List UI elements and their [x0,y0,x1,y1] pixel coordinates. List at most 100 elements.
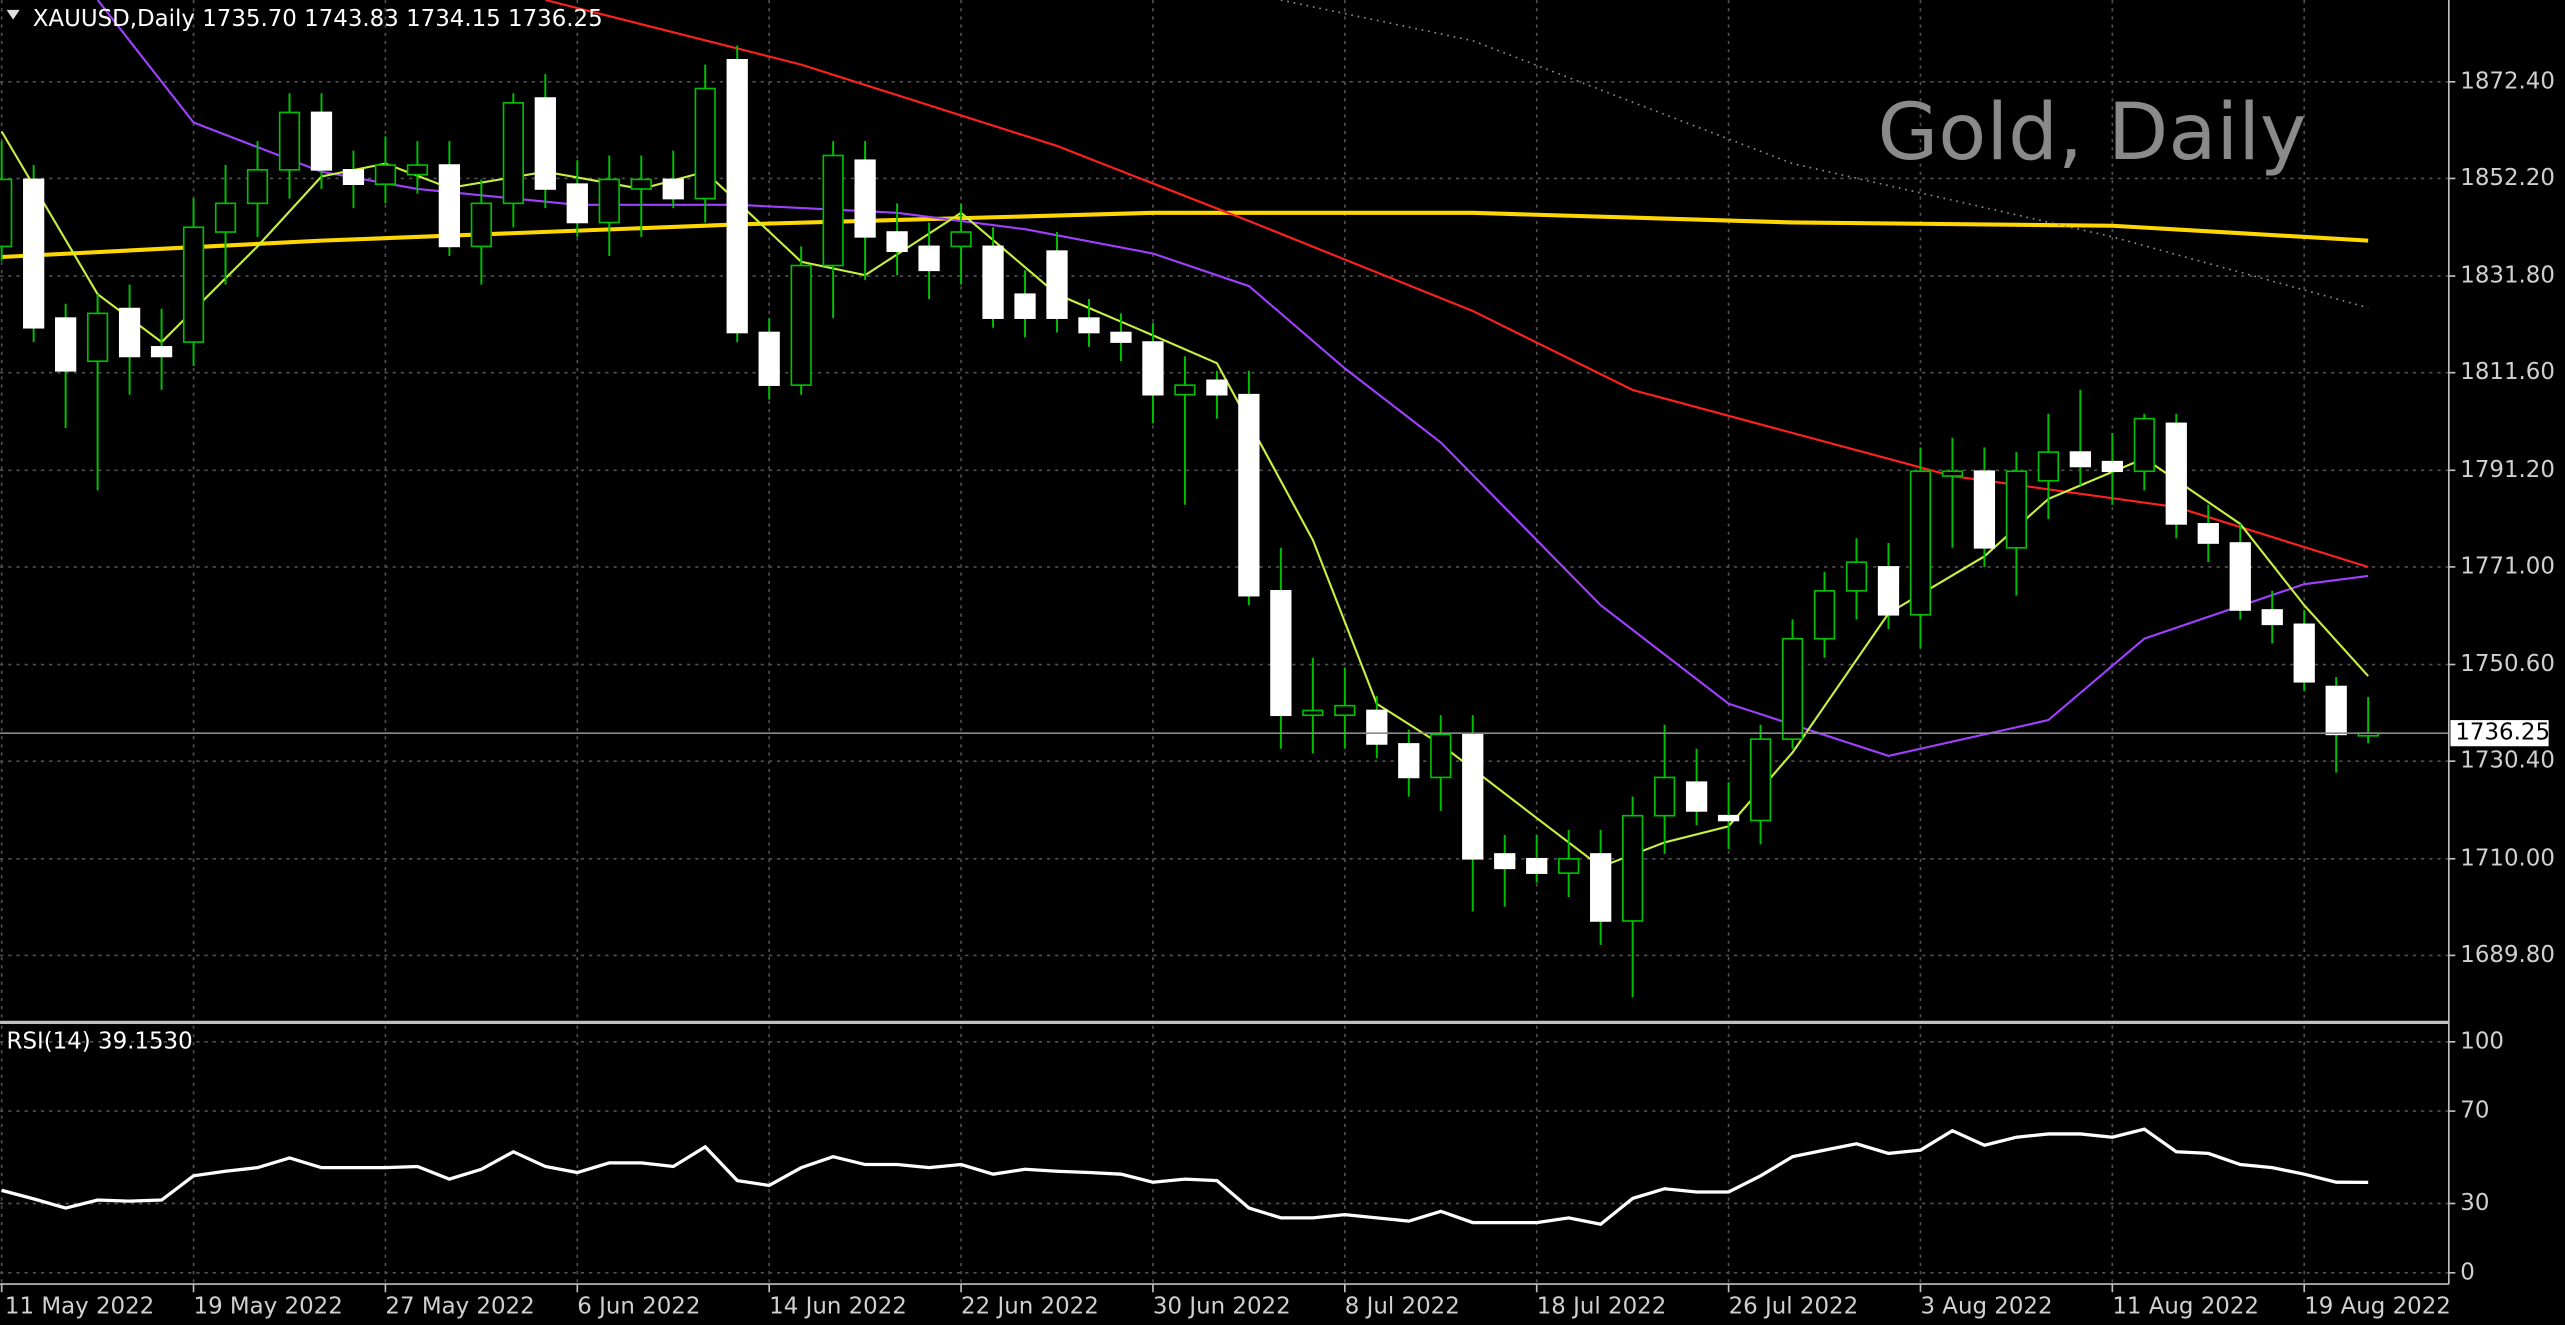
candle-body [2165,422,2187,525]
candle-body [1366,709,1388,745]
candle-body [1685,781,1708,812]
candle-body [150,346,173,358]
candle-body [2069,451,2091,468]
candle-body [790,264,812,386]
candle-body [982,245,1004,319]
candle-body [23,178,45,329]
candle-body [1142,341,1164,396]
y-tick-label: 1689.80 [2460,942,2555,968]
candle-body [1813,590,1836,640]
candle-body [342,169,365,186]
rsi-panel [0,1025,2449,1285]
candle-body [278,111,301,171]
x-tick-label: 11 Aug 2022 [2112,1294,2259,1320]
candle-body [2293,623,2315,683]
candle-body [630,178,652,190]
candle-body [726,58,748,334]
candle-body [1238,393,1260,597]
y-tick-label: 70 [2460,1098,2489,1124]
candle-body [502,102,524,205]
candle-body [1174,384,1196,396]
y-tick-label: 30 [2460,1190,2489,1216]
y-tick-label: 1750.60 [2460,651,2555,677]
candle-body [1206,379,1228,396]
candle-body [534,97,556,190]
candle-body [822,154,844,267]
candle-body [406,164,429,176]
candle-body [758,331,780,386]
candle-body [1078,317,1100,334]
x-tick-label: 14 Jun 2022 [769,1294,907,1320]
candle-body [2261,609,2283,626]
candle-body [694,87,716,200]
candle-body [182,226,205,343]
candle-body [886,231,908,252]
x-tick-label: 19 Aug 2022 [2304,1294,2451,1320]
candle-body [1110,331,1132,343]
candle-body [1749,738,1772,822]
x-tick-label: 19 May 2022 [194,1294,343,1320]
candle-body [1334,704,1356,717]
price-panel [0,0,2449,1023]
candle-body [1622,814,1644,922]
candle-body [214,202,237,233]
candle-body [2037,451,2060,482]
y-tick-label: 1811.60 [2460,359,2555,385]
x-tick-label: 22 Jun 2022 [961,1294,1099,1320]
y-tick-label: 1791.20 [2460,457,2555,483]
menu-arrow[interactable] [6,9,20,20]
y-tick-label: 1872.40 [2460,68,2555,94]
candle-body [438,164,461,248]
candle-body [1462,733,1484,860]
candle-body [2197,523,2219,544]
moving-average-line [1280,0,2369,309]
candle-body [598,178,620,224]
last-price-box [2450,720,2549,747]
candle-body [1302,709,1324,717]
rsi-title: RSI(14) 39.1530 [7,1029,193,1055]
candle-body [2229,542,2251,611]
candle-body [1526,857,1548,874]
x-tick-label: 30 Jun 2022 [1153,1294,1291,1320]
candle-body [1653,776,1676,817]
candle-body [470,202,492,248]
candle-body [1558,857,1580,874]
y-tick-label: 1831.80 [2460,263,2555,289]
y-tick-label: 1771.00 [2460,553,2555,579]
candle-body [1941,470,1964,477]
y-tick-label: 100 [2460,1028,2504,1054]
candle-body [2101,460,2123,473]
y-tick-label: 1852.20 [2460,165,2555,191]
candle-body [1717,814,1740,822]
candle-body [950,231,972,248]
candle-body [246,169,269,205]
candle-body [86,312,109,363]
candle-body [566,183,588,224]
candle-body [1781,637,1804,740]
candle-body [1398,743,1420,779]
x-tick-label: 6 Jun 2022 [577,1294,700,1320]
candle-body [310,111,333,171]
candle-body [1494,853,1516,870]
candle-body [854,159,876,238]
candle-body [1909,470,1932,616]
candle-body [1270,590,1292,717]
candle-body [1590,853,1612,922]
candle-body [118,307,141,358]
candle-body [2005,470,2028,549]
candle-body [662,178,684,200]
candle-body [374,164,397,186]
x-tick-label: 8 Jul 2022 [1345,1294,1460,1320]
last-price-label: 1736.25 [2455,720,2550,746]
candle-body [918,245,940,272]
watermark: Gold, Daily [1877,86,2306,178]
y-tick-label: 1730.40 [2460,748,2555,774]
x-tick-label: 26 Jul 2022 [1729,1294,1859,1320]
x-tick-label: 27 May 2022 [385,1294,534,1320]
candle-body [2133,417,2155,473]
candle-body [1014,293,1036,319]
x-tick-label: 18 Jul 2022 [1537,1294,1667,1320]
candle-body [1845,561,1868,592]
candle-body [1430,733,1452,779]
